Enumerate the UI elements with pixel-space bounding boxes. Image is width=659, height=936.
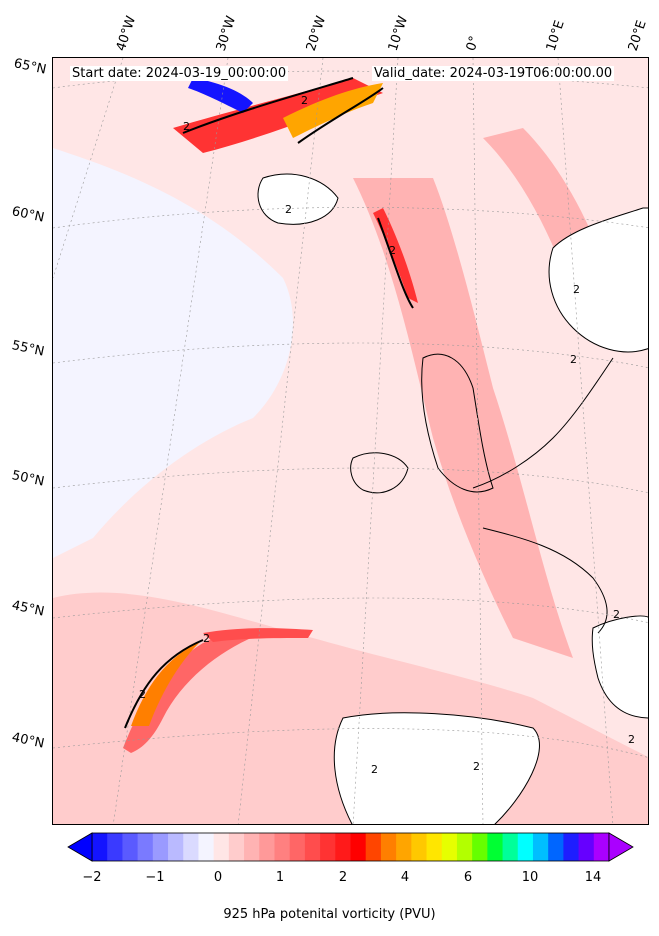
colorbar-cell: [183, 833, 199, 861]
iberia: [333, 712, 540, 824]
colorbar-tick: 1: [275, 870, 285, 885]
pv-streak-faroes: [373, 208, 418, 303]
contour-label: 2: [473, 760, 480, 773]
colorbar-cell: [92, 833, 108, 861]
contour-label: 2: [573, 283, 580, 296]
colorbar-cell: [380, 833, 397, 861]
contour-label: 2: [301, 94, 308, 107]
colorbar-cell: [335, 833, 351, 861]
colorbar-cell: [289, 833, 306, 861]
colorbar-cell: [365, 833, 382, 861]
colorbar-cell: [472, 833, 488, 861]
colorbar-tick: −2: [82, 870, 102, 885]
colorbar-cells: [91, 832, 610, 862]
pv-filament-tail: [203, 628, 313, 642]
contour-label: 2: [628, 733, 635, 746]
colorbar-cell: [107, 833, 123, 861]
scandinavia: [548, 207, 648, 353]
pv-band-north: [173, 78, 383, 153]
colorbar-extend-max: [608, 832, 634, 862]
colorbar-tick: 2: [338, 870, 348, 885]
colorbar-cell: [244, 833, 260, 861]
france-coast: [482, 527, 608, 634]
colorbar-tick: 0: [213, 870, 223, 885]
colorbar-extend-min: [67, 832, 93, 862]
contour-label: 2: [389, 244, 396, 257]
colorbar-cell: [152, 833, 169, 861]
contour-label-layer: 2 2 2 2 2 2 2 2 2 2 2 2: [139, 94, 635, 776]
low-pv-region-west: [53, 148, 293, 558]
colorbar-cell: [517, 833, 534, 861]
colorbar-cell: [532, 833, 549, 861]
colorbar-cell: [563, 833, 580, 861]
pv-filament-core: [131, 641, 201, 726]
colorbar-cell: [411, 833, 428, 861]
colorbar-cell: [137, 833, 154, 861]
colorbar-cell: [259, 833, 275, 861]
colorbar-cell: [274, 833, 291, 861]
colorbar-cell: [593, 833, 610, 861]
colorbar: [67, 832, 634, 862]
map-svg: 2 2 2 2 2 2 2 2 2 2 2 2: [53, 58, 648, 824]
colorbar-cell: [578, 833, 595, 861]
colorbar-tick: 4: [400, 870, 410, 885]
contour-label: 2: [613, 608, 620, 621]
continent-coast: [472, 357, 614, 489]
negative-pv-blob: [188, 78, 253, 113]
map-panel: 2 2 2 2 2 2 2 2 2 2 2 2: [52, 57, 649, 825]
colorbar-tick: −1: [145, 870, 165, 885]
contour-label: 2: [139, 688, 146, 701]
colorbar-cell: [168, 833, 184, 861]
colorbar-cell: [548, 833, 564, 861]
contour-label: 2: [570, 353, 577, 366]
colorbar-label: 925 hPa potenital vorticity (PVU): [223, 907, 436, 922]
pv-contours: [124, 77, 414, 729]
colorbar-tick: 10: [521, 870, 539, 885]
start-date-label: Start date: 2024-03-19_00:00:00: [70, 66, 289, 81]
colorbar-cell: [213, 833, 230, 861]
colorbar-cell: [456, 833, 473, 861]
colorbar-cell: [198, 833, 215, 861]
contour-label: 2: [203, 632, 210, 645]
colorbar-cell: [396, 833, 412, 861]
colorbar-cell: [426, 833, 443, 861]
contour-label: 2: [285, 203, 292, 216]
colorbar-tick: 14: [584, 870, 602, 885]
colorbar-tick: 6: [463, 870, 473, 885]
colorbar-cell: [350, 833, 367, 861]
valid-date-label: Valid_date: 2024-03-19T06:00:00.00: [372, 66, 615, 81]
colorbar-cell: [228, 833, 245, 861]
colorbar-cell: [320, 833, 336, 861]
ireland: [350, 452, 409, 494]
colorbar-cell: [304, 833, 321, 861]
colorbar-cell: [487, 833, 504, 861]
colorbar-cell: [502, 833, 519, 861]
contour-label: 2: [183, 120, 190, 133]
alps-region: [591, 615, 648, 719]
colorbar-cell: [441, 833, 458, 861]
great-britain: [421, 353, 494, 493]
pv-filament-atlantic: [123, 631, 263, 753]
iceland: [257, 173, 339, 225]
contour-label: 2: [371, 763, 378, 776]
colorbar-cell: [122, 833, 139, 861]
